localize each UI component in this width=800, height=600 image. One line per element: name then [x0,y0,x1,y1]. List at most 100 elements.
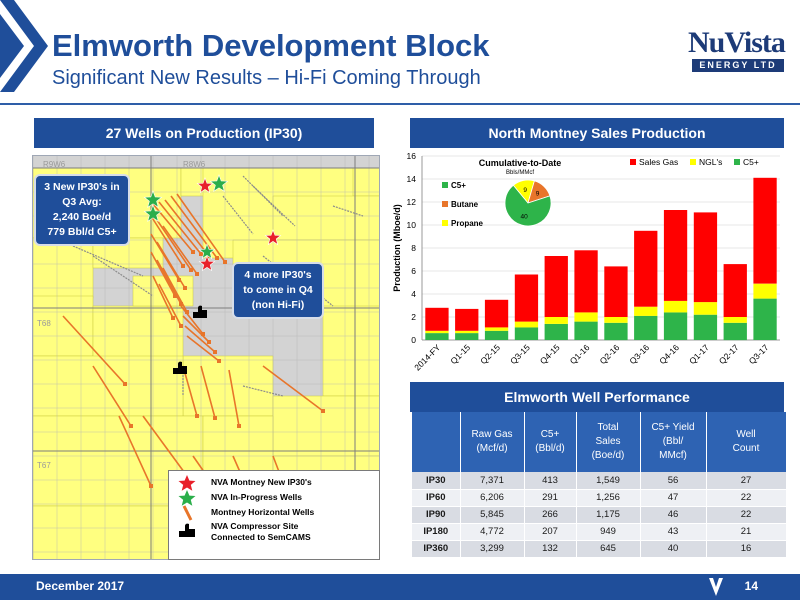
table-column-header-line: (Bbl/d) [535,443,565,454]
well-line-icon [182,505,193,521]
horizontal-well [158,283,182,327]
table-row: IP30 7,371 413 1,549 56 27 [412,472,787,490]
horizontal-well [176,193,226,263]
grid-label-t67: T67 [37,461,51,470]
horizontal-well [200,365,216,419]
table-column-header: C5+ Yield (Bbl/MMcf) [640,412,707,472]
well-end-marker [191,250,195,254]
well-end-marker [123,382,127,386]
horizontal-well [170,195,218,259]
callout-more-line-3: (non Hi-Fi) [251,299,305,311]
footer-logo-icon [709,578,723,596]
logo-tagline: ENERGY LTD [699,60,777,70]
chart-bar-segment [723,322,747,341]
offset-well [242,385,284,397]
land-parcel [322,305,379,397]
legend-label-semcams: Connected to SemCAMS [211,532,311,542]
horizontal-well [164,199,210,257]
chart-legend: Sales Gas NGL's C5+ [630,157,759,167]
well-end-marker [223,260,227,264]
offset-well [222,195,254,235]
well-end-marker [183,286,187,290]
offset-well [332,205,364,217]
chart-bar-segment [723,317,747,323]
chart-bar-segment [693,314,718,340]
map-legend: NVA Montney New IP30's NVA In-Progress W… [168,470,380,560]
well-end-marker [185,310,189,314]
callout-new-line-1: 3 New IP30's in [44,181,120,193]
chart-bar-segment [544,323,568,340]
callout-more-ip30: 4 more IP30's to come in Q4 (non Hi-Fi) [232,262,324,319]
chart-y-ticks: 0 2 4 6 8 10 12 14 16 [407,151,417,345]
pie-slice-label: 9 [536,191,540,198]
callout-new-ip30: 3 New IP30's in Q3 Avg: 2,240 Boe/d 779 … [34,174,130,246]
table-cell: 47 [640,489,707,507]
well-end-marker [129,424,133,428]
legend-label-compressor: NVA Compressor Site [211,521,299,531]
red-star-icon [264,229,282,246]
chart-bar-segment [544,256,568,317]
horizontal-well [156,259,182,305]
pie-legend-label: Propane [451,219,484,228]
pie-slices: 9 9 40 [504,179,552,227]
callout-new-line-3: 2,240 Boe/d [52,211,112,223]
corner-chevron-decoration [0,0,48,92]
chart-legend-swatch [630,159,636,165]
table-column-header-line: Raw Gas [471,429,513,440]
callout-new-line-4: 779 Bbl/d C5+ [47,226,117,238]
pie-legend-label: Butane [451,200,479,209]
grid-label-r8w6: R8W6 [183,160,206,169]
horizontal-well [184,325,216,353]
header-divider [0,103,800,105]
green-star-icon [143,204,163,222]
chart-y-tick-label: 4 [411,289,416,299]
table-row: IP90 5,845 266 1,175 46 22 [412,506,787,524]
chart-bar-segment [455,308,479,331]
chart-bar-segment [604,266,628,317]
table-row: IP360 3,299 132 645 40 16 [412,540,787,558]
table-column-header-line: Sales [595,436,621,447]
chart-x-tick-label: Q2-16 [598,342,622,366]
footer-bar: December 2017 14 [0,574,800,600]
table-column-header-line: (Mcf/d) [476,443,508,454]
pie-slice [504,184,552,227]
horizontal-well [156,241,186,289]
horizontal-well [62,315,126,385]
horizontal-well [150,233,180,281]
table-cell: 6,206 [460,489,525,507]
well-performance-table: Raw Gas (Mcf/d) C5+ (Bbl/d) Total Sales (Boe/d… [412,412,787,558]
table-cell: 1,256 [576,489,641,507]
chart-x-tick-label: Q1-17 [687,342,711,366]
table-cell: 413 [524,472,577,490]
table-column-header-line: (Bbl/ [662,436,684,447]
well-end-marker [321,409,325,413]
compressor-sites [173,305,207,374]
chart-bar-segment [663,312,688,340]
table-cell: 5,845 [460,506,525,524]
table-cell: 3,299 [460,540,525,558]
compressor-icon [193,305,207,318]
grid-label-r9w6: R9W6 [43,160,66,169]
horizontal-well [182,365,198,417]
table-cell: 22 [706,489,787,507]
well-end-marker [195,414,199,418]
table-cell: 291 [524,489,577,507]
pie-legend-swatch [442,201,448,207]
chart-bar-segment [574,250,598,313]
compressor-icon [179,523,195,537]
chart-bars [425,177,777,341]
horizontal-well [150,251,176,297]
horizontal-well [152,275,174,319]
well-map-canvas: R9W6 R8W6 T68 T67 [33,156,379,559]
chart-x-tick-label: Q3-15 [508,342,532,366]
pie-title: Cumulative-to-Date [479,158,562,168]
well-end-marker [213,416,217,420]
chart-bar-segment [425,307,449,331]
table-cell: 645 [576,540,641,558]
chart-bar-segment [514,321,539,328]
chart-bar-segment [514,274,539,322]
chart-legend-swatch [734,159,740,165]
table-cell: 266 [524,506,577,524]
pie-legend-swatch [442,220,448,226]
